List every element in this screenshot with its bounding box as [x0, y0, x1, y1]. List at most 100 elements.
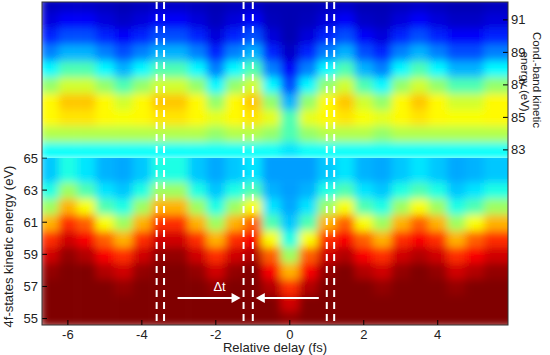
heatmap-cell [373, 77, 392, 94]
heatmap-cell [42, 278, 59, 295]
heatmap-cell [355, 2, 374, 12]
heatmap-cell [151, 158, 170, 167]
heatmap-cell [225, 2, 244, 12]
dashed-line [243, 2, 245, 325]
heatmap-cell [133, 246, 152, 263]
x-tick [215, 320, 216, 325]
heatmap-cell [299, 126, 318, 143]
heatmap-cell [373, 61, 392, 78]
heatmap-cell [299, 61, 318, 78]
heatmap-cell [373, 311, 392, 325]
heatmap-cell [42, 214, 59, 231]
heatmap-cell [502, 28, 508, 45]
heatmap-cell [336, 198, 355, 215]
heatmap-cells [42, 158, 508, 325]
heatmap-cell [114, 28, 133, 45]
heatmap-cell [447, 278, 466, 295]
heatmap-cell [133, 126, 152, 143]
heatmap-cell [373, 230, 392, 247]
heatmap-cell [188, 109, 207, 126]
heatmap-cell [77, 166, 96, 183]
heatmap-cell [133, 182, 152, 199]
heatmap-cell [262, 230, 281, 247]
heatmap-cell [447, 2, 466, 12]
heatmap-cell [114, 278, 133, 295]
heatmap-cell [96, 214, 115, 231]
heatmap-cell [355, 61, 374, 78]
heatmap-cell [299, 278, 318, 295]
heatmap-cell [355, 230, 374, 247]
y-tick-label: 57 [24, 279, 38, 294]
heatmap-cell [77, 158, 96, 167]
heatmap-cell [428, 2, 447, 12]
heatmap-cell [114, 198, 133, 215]
y2-tick [503, 84, 508, 85]
heatmap-cell [410, 166, 429, 183]
y2-tick [503, 117, 508, 118]
heatmap-cell [114, 61, 133, 78]
heatmap-cell [133, 166, 152, 183]
heatmap-cell [465, 262, 484, 279]
panel-clip [42, 158, 508, 325]
heatmap-cell [188, 214, 207, 231]
heatmap-cell [114, 44, 133, 61]
heatmap-cell [392, 230, 411, 247]
heatmap-cell [355, 158, 374, 167]
heatmap-cell [133, 198, 152, 215]
heatmap-cell [355, 142, 374, 158]
heatmap-cell [484, 28, 503, 45]
heatmap-cell [59, 2, 78, 12]
heatmap-cell [447, 166, 466, 183]
delta-arrow [263, 297, 319, 299]
heatmap-cell [336, 2, 355, 12]
heatmap-cell [262, 166, 281, 183]
y-tick [42, 190, 47, 191]
heatmap-cell [502, 230, 508, 247]
heatmap-cell [207, 246, 226, 263]
delta-arrowhead [232, 293, 241, 303]
heatmap-cell [410, 158, 429, 167]
heatmap-cell [133, 77, 152, 94]
heatmap-cell [336, 28, 355, 45]
heatmap-cell [392, 77, 411, 94]
heatmap-cell [392, 2, 411, 12]
heatmap-cell [465, 12, 484, 29]
heatmap-cell [59, 158, 78, 167]
heatmap-cell [151, 109, 170, 126]
heatmap-cell [262, 158, 281, 167]
heatmap-cell [484, 61, 503, 78]
heatmap-cell [96, 311, 115, 325]
heatmap-cell [281, 198, 300, 215]
heatmap-cell [299, 182, 318, 199]
heatmap-cell [465, 230, 484, 247]
heatmap-cell [188, 44, 207, 61]
heatmap-cell [355, 262, 374, 279]
heatmap-cell [465, 77, 484, 94]
heatmap-cell [59, 311, 78, 325]
panel-clip [42, 2, 508, 158]
heatmap-cell [392, 28, 411, 45]
heatmap-cell [133, 44, 152, 61]
heatmap-cell [484, 294, 503, 311]
heatmap-cell [373, 109, 392, 126]
heatmap-cell [77, 142, 96, 158]
delta-arrowhead [256, 293, 265, 303]
heatmap-cell [428, 230, 447, 247]
heatmap-cell [170, 294, 189, 311]
heatmap-cell [336, 262, 355, 279]
heatmap-cell [188, 182, 207, 199]
heatmap-cell [42, 294, 59, 311]
heatmap-cell [225, 61, 244, 78]
heatmap-cell [77, 12, 96, 29]
heatmap-cell [281, 294, 300, 311]
heatmap-cell [281, 278, 300, 295]
heatmap-cell [465, 93, 484, 110]
heatmap-cell [207, 2, 226, 12]
heatmap-cells [42, 2, 508, 158]
heatmap-cell [355, 182, 374, 199]
heatmap-cell [447, 142, 466, 158]
heatmap-cell [114, 77, 133, 94]
heatmap-cell [428, 158, 447, 167]
heatmap-cell [96, 61, 115, 78]
heatmap-cell [96, 93, 115, 110]
